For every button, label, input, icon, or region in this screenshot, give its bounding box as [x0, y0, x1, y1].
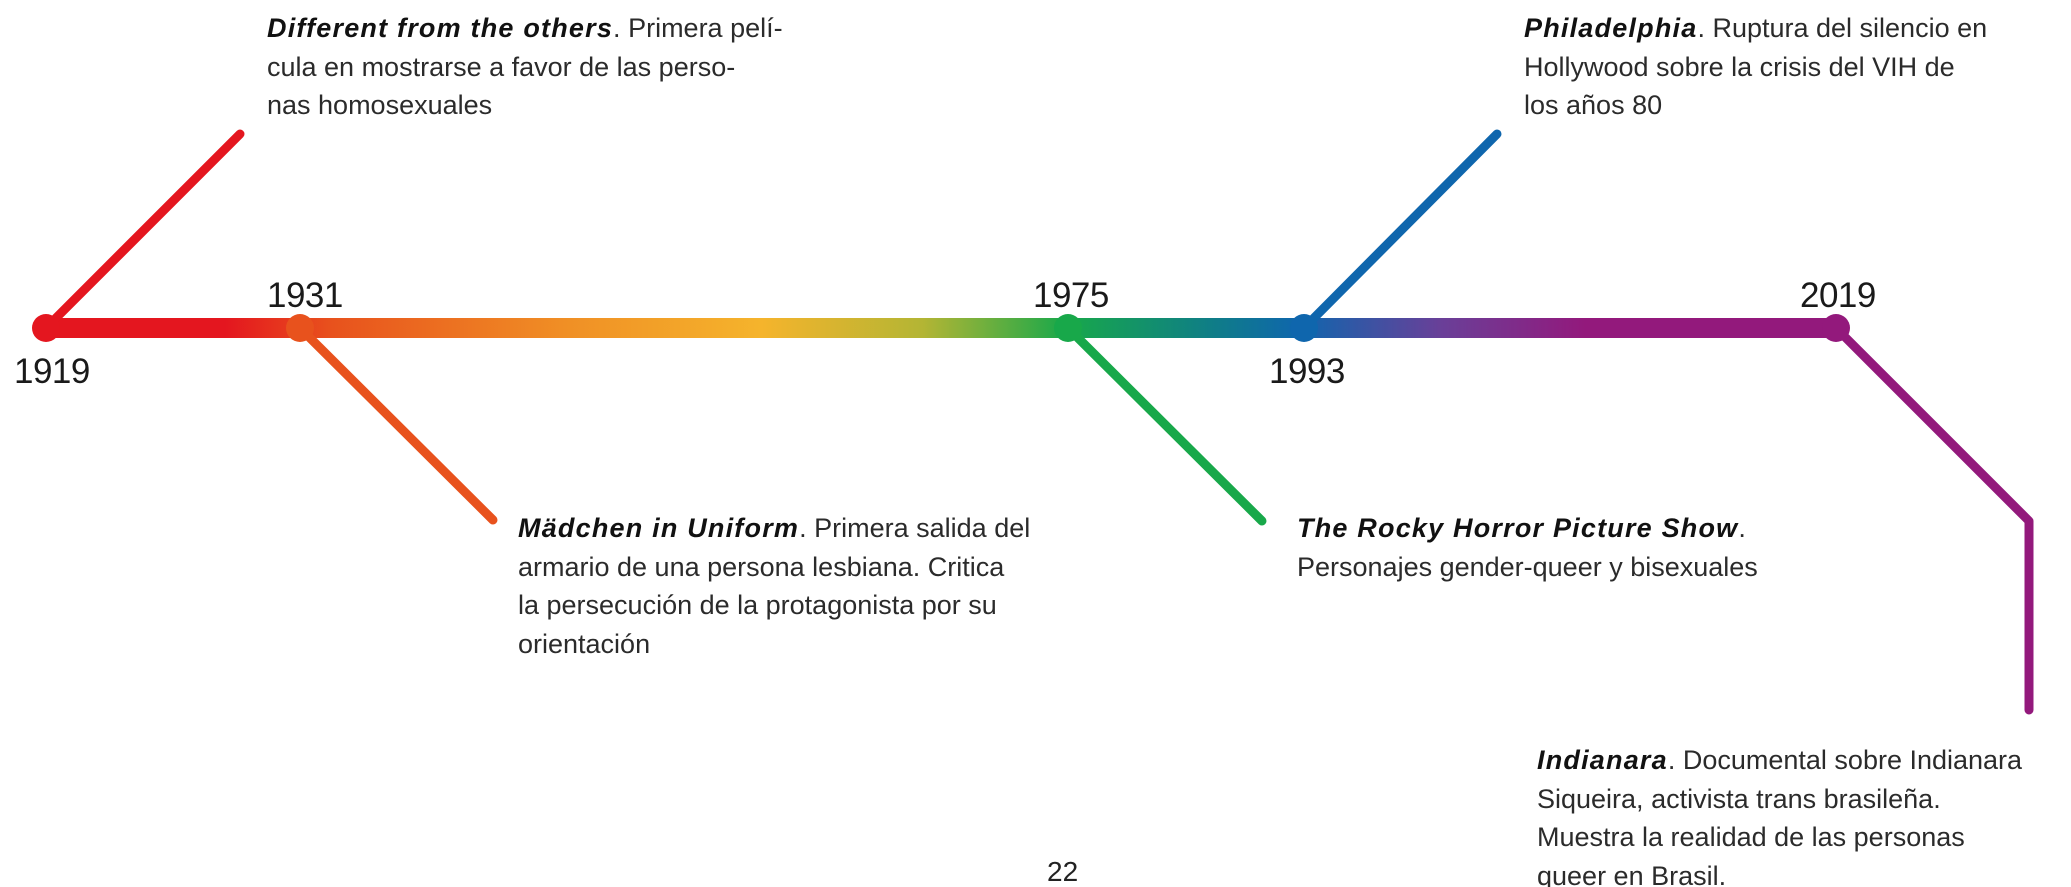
- film-title: The Rocky Horror Picture Show: [1297, 513, 1739, 543]
- dot-1931: [286, 314, 314, 342]
- event-description: Primera salida del: [806, 513, 1031, 543]
- year-label-1993: 1993: [1269, 352, 1345, 391]
- year-label-1975: 1975: [1033, 276, 1109, 315]
- event-note-1975: The Rocky Horror Picture Show. Personaje…: [1297, 513, 1758, 582]
- connector-1975: [1063, 323, 1267, 526]
- film-title: Philadelphia: [1524, 13, 1698, 43]
- event-note-1993: Philadelphia. Ruptura del silencio en Ho…: [1524, 13, 1988, 120]
- page-number: 22: [1047, 856, 1079, 887]
- event-description: queer en Brasil.: [1537, 860, 1727, 887]
- dot-2019: [1822, 314, 1850, 342]
- event-note-2019: Indianara. Documental sobre Indianara Si…: [1537, 741, 2022, 887]
- connector-1931: [295, 323, 498, 525]
- film-title: Indianara: [1537, 745, 1668, 775]
- year-label-1919: 1919: [14, 352, 90, 391]
- event-description: Personajes gender-queer y bisexuales: [1297, 551, 1758, 582]
- connector-1919: [41, 129, 245, 333]
- event-description: armario de una persona lesbiana. Critica: [518, 551, 1005, 582]
- event-description: Muestra la realidad de las personas: [1537, 822, 1965, 852]
- dot-1919: [32, 314, 60, 342]
- event-description: Hollywood sobre la crisis del VIH de: [1524, 51, 1955, 82]
- year-label-1931: 1931: [267, 276, 343, 315]
- event-description: Primera pelí-: [620, 13, 783, 43]
- event-note-1919: Different from the others. Primera pelí-…: [267, 13, 783, 120]
- year-label-2019: 2019: [1800, 276, 1876, 315]
- event-description: Documental sobre Indianara: [1675, 745, 2023, 775]
- event-description: Ruptura del silencio en: [1704, 13, 1988, 43]
- event-description: la persecución de la protagonista por su: [518, 590, 997, 620]
- event-description: nas homosexuales: [267, 90, 493, 120]
- connector-1993: [1299, 129, 1502, 333]
- dot-1993: [1290, 314, 1318, 342]
- event-description: cula en mostrarse a favor de las perso-: [267, 51, 736, 82]
- event-note-1931: Mädchen in Uniform. Primera salida del a…: [518, 513, 1031, 659]
- film-title: Different from the others: [267, 13, 614, 43]
- event-description: orientación: [518, 628, 651, 659]
- film-title: Mädchen in Uniform: [518, 513, 800, 543]
- event-description: Siqueira, activista trans brasileña.: [1537, 783, 1941, 814]
- dot-1975: [1054, 314, 1082, 342]
- connector-2019: [1831, 323, 2034, 715]
- event-description: los años 80: [1524, 90, 1663, 120]
